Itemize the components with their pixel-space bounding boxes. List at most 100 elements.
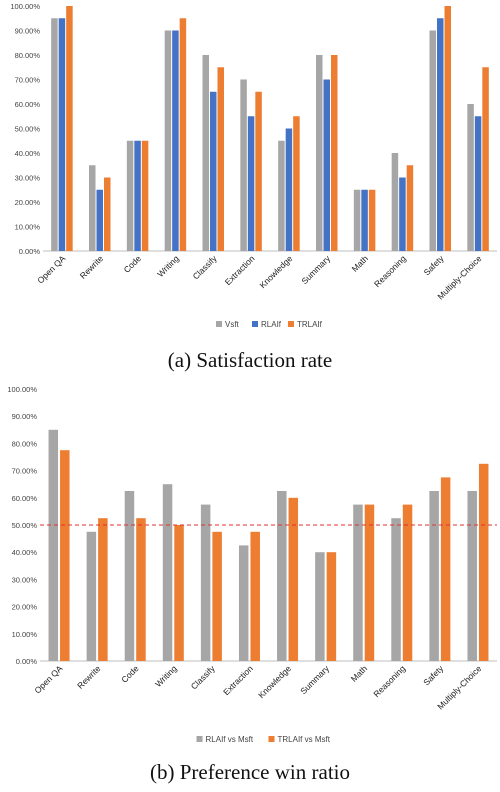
y-tick-label: 10.00% [12,630,38,639]
y-tick-label: 100.00% [10,2,40,11]
bar-trlaif-vs-msft-summary [326,552,337,661]
bar-rlaif-vs-msft-rewrite [86,531,97,661]
bar-trlaif-vs-msft-math [364,504,375,661]
x-tick-label: Writing [155,253,181,279]
bar-trlaif-vs-msft-open-qa [60,450,70,661]
bar-rlaif-vs-msft-knowledge [277,491,287,661]
x-tick-label: Open QA [35,253,67,285]
bar-rlaif-vs-msft-multiply-choice [467,491,477,661]
legend-swatch [268,736,275,742]
bar-trlaif-summary [331,55,338,251]
bar-rlaif-writing [172,30,179,251]
x-tick-label: Rewrite [78,253,106,281]
bar-trlaif-vs-msft-reasoning [402,504,413,661]
y-tick-label: 90.00% [15,27,41,36]
x-tick-label: Math [350,253,371,274]
bar-trlaif-vs-msft-code [136,518,146,661]
x-tick-label: Writing [153,663,179,689]
bar-trlaif-safety [444,6,451,251]
x-tick-label: Extraction [223,253,257,287]
bar-trlaif-multiply-choice [482,67,489,251]
bar-rlaif-multiply-choice [474,116,482,251]
bar-trlaif-open-qa [66,6,73,251]
legend-label: TRLAIf vs Msft [278,735,331,744]
bar-rlaif-vs-msft-extraction [238,545,249,661]
x-tick-label: Summary [299,253,332,286]
x-tick-label: Rewrite [75,663,103,691]
y-tick-label: 40.00% [12,548,38,557]
caption-preference-win-ratio: (b) Preference win ratio [150,760,350,784]
bar-trlaif-rewrite [104,177,111,251]
bar-rlaif-classify [210,91,217,251]
x-tick-label: Summary [298,663,331,696]
bar-rlaif-summary [323,79,330,251]
y-tick-label: 70.00% [15,76,41,85]
y-tick-label: 100.00% [7,385,37,394]
bar-trlaif-vs-msft-writing [174,525,184,661]
y-tick-label: 60.00% [12,494,38,503]
bar-vsft-knowledge [278,140,285,251]
bar-trlaif-vs-msft-knowledge [288,497,299,661]
y-tick-label: 20.00% [15,198,41,207]
x-tick-label: Knowledge [256,663,293,700]
x-tick-label: Safety [422,253,447,278]
bar-rlaif-vs-msft-writing [162,484,173,661]
y-tick-label: 70.00% [12,467,38,476]
x-tick-label: Extraction [221,663,255,697]
bar-vsft-reasoning [391,153,399,251]
x-tick-label: Reasoning [372,253,408,289]
legend-swatch [252,321,258,327]
bar-rlaif-open-qa [58,18,66,251]
bar-vsft-classify [202,55,209,251]
caption-satisfaction-rate: (a) Satisfaction rate [167,348,333,372]
y-tick-label: 90.00% [12,412,38,421]
y-tick-label: 80.00% [12,439,38,448]
bar-rlaif-rewrite [96,189,103,251]
satisfaction-rate-svg: 0.00% 10.00% 20.00% 30.00% 40.00% 50.00% 60.00… [10,2,497,329]
x-tick-label: Safety [421,663,446,688]
y-tick-label: 40.00% [15,149,41,158]
x-tick-label: Classify [189,663,218,692]
x-tick-label: Math [349,663,370,684]
bar-trlaif-vs-msft-extraction [250,531,260,661]
bar-trlaif-vs-msft-safety [440,477,451,661]
preference-win-ratio-chart: 0.00% 10.00% 20.00% 30.00% 40.00% 50.00% 60.00… [0,378,500,748]
bar-trlaif-math [368,189,376,251]
x-tick-label: Knowledge [258,253,295,290]
x-tick-label: Classify [191,253,220,282]
bar-rlaif-reasoning [399,177,406,251]
bar-rlaif-vs-msft-open-qa [48,429,59,661]
legend-label: TRLAIf [297,320,323,329]
bar-trlaif-vs-msft-classify [212,531,222,661]
bar-vsft-code [126,140,134,251]
bar-trlaif-classify [217,67,224,251]
bar-vsft-math [353,189,361,251]
y-tick-label: 20.00% [12,603,38,612]
y-tick-label: 30.00% [15,174,41,183]
bar-trlaif-code [141,140,149,251]
y-tick-label: 50.00% [15,125,41,134]
x-tick-label: Code [119,663,141,685]
bar-trlaif-extraction [255,91,262,251]
bar-rlaif-vs-msft-safety [429,491,439,661]
bar-vsft-summary [316,55,323,251]
y-tick-label: 0.00% [16,657,38,666]
y-tick-label: 60.00% [15,100,41,109]
legend-label: RLAIf [261,320,282,329]
legend-swatch [196,736,203,742]
bar-rlaif-vs-msft-code [124,491,135,661]
legend-label: Vsft [225,320,240,329]
legend-swatch [216,321,222,327]
bar-rlaif-vs-msft-reasoning [391,518,401,661]
bar-rlaif-extraction [247,116,255,251]
bar-trlaif-reasoning [406,165,414,251]
bar-rlaif-safety [437,18,444,251]
bar-vsft-multiply-choice [467,104,474,251]
bar-vsft-open-qa [51,18,58,251]
satisfaction-rate-chart: 0.00% 10.00% 20.00% 30.00% 40.00% 50.00% 60.00… [0,0,500,340]
bar-vsft-rewrite [89,165,96,251]
bar-trlaif-knowledge [293,116,300,251]
y-tick-label: 0.00% [19,247,41,256]
y-tick-label: 50.00% [12,521,38,530]
y-tick-label: 10.00% [15,223,41,232]
